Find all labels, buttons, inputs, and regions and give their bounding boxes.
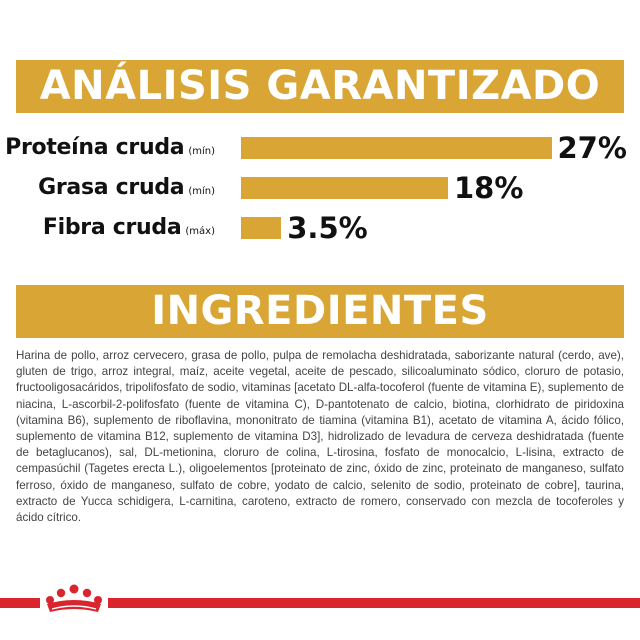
nutrient-name: Grasa cruda: [38, 175, 185, 200]
nutrient-value: 27%: [557, 131, 627, 165]
nutrient-qualifier: (máx): [185, 226, 215, 237]
ingredients-banner: INGREDIENTES: [16, 285, 624, 338]
nutrient-value: 18%: [454, 171, 524, 205]
nutrient-bar: [241, 217, 282, 239]
nutrient-bar: [241, 137, 552, 159]
nutrient-bar: [241, 177, 448, 199]
analysis-row-fat: Grasa cruda (mín) 18%: [0, 170, 640, 206]
analysis-label: Proteína cruda (mín): [5, 130, 215, 166]
analysis-row-fiber: Fibra cruda (máx) 3.5%: [0, 210, 640, 246]
analysis-label: Grasa cruda (mín): [38, 170, 215, 206]
nutrient-name: Fibra cruda: [42, 215, 182, 240]
nutrient-qualifier: (mín): [188, 146, 215, 157]
crown-icon: [46, 584, 102, 612]
ingredients-text: Harina de pollo, arroz cervecero, grasa …: [16, 349, 624, 525]
nutrient-value: 3.5%: [287, 211, 368, 245]
analysis-label: Fibra cruda (máx): [43, 210, 215, 246]
analysis-banner: ANÁLISIS GARANTIZADO: [16, 60, 624, 113]
nutrient-name: Proteína cruda: [5, 135, 185, 160]
footer-line-left: [0, 598, 40, 608]
footer-line-right: [108, 598, 640, 608]
nutrient-qualifier: (mín): [188, 186, 215, 197]
analysis-row-protein: Proteína cruda (mín) 27%: [0, 130, 640, 166]
